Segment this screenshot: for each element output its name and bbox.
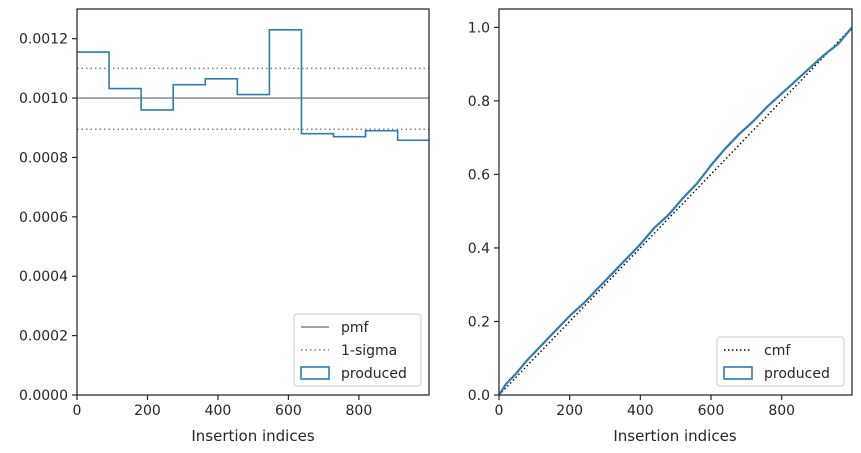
y-tick-label: 0.0: [468, 388, 490, 404]
x-tick-label: 600: [275, 403, 302, 419]
legend: pmf 1-sigma produced: [293, 313, 422, 387]
tick-layer: 0 200 400 600 800 0.0000 0.0002 0.0004 0.0006 0.0…: [19, 32, 372, 419]
cmf-panel: 0 200 400 600 800 0.0 0.2 0.4 0.6 0.8 1.0 Insertio…: [468, 8, 853, 445]
y-tick-label: 0.2: [468, 314, 490, 330]
x-tick-label: 400: [205, 403, 232, 419]
x-tick-label: 800: [346, 403, 373, 419]
produced-cumulative-line: [499, 26, 852, 395]
x-tick-label: 200: [556, 403, 583, 419]
legend-label: produced: [341, 366, 407, 382]
y-tick-label: 0.6: [468, 167, 490, 183]
y-tick-label: 0.0010: [19, 91, 68, 107]
pmf-histogram-panel: 0 200 400 600 800 0.0000 0.0002 0.0004 0.0006 0.0…: [19, 8, 430, 445]
y-tick-label: 0.0004: [19, 269, 68, 285]
produced-step-histogram: [77, 28, 429, 142]
cmf-line: [499, 26, 852, 395]
legend-label: pmf: [341, 320, 370, 336]
legend-label: 1-sigma: [341, 343, 397, 359]
legend-label: cmf: [764, 343, 791, 359]
y-tick-label: 0.0006: [19, 210, 68, 226]
x-axis-label: Insertion indices: [613, 427, 736, 445]
x-tick-label: 400: [627, 403, 654, 419]
y-tick-label: 0.4: [468, 241, 490, 257]
x-tick-label: 200: [134, 403, 161, 419]
x-tick-label: 0: [495, 403, 504, 419]
legend-swatch-produced: [723, 366, 753, 380]
x-tick-label: 600: [698, 403, 725, 419]
legend-frame: [293, 313, 422, 387]
y-tick-label: 0.0002: [19, 329, 68, 345]
axes-frame: [498, 8, 853, 396]
y-tick-label: 1.0: [468, 20, 490, 36]
x-axis-label: Insertion indices: [191, 427, 314, 445]
x-tick-label: 800: [768, 403, 795, 419]
data-layer: [499, 26, 852, 395]
legend-frame: [716, 336, 845, 387]
x-tick-label: 0: [73, 403, 82, 419]
axes-frame: [76, 8, 430, 396]
data-layer: [77, 28, 429, 142]
legend-label: produced: [764, 366, 830, 382]
legend: cmf produced: [716, 336, 845, 387]
legend-swatch-produced: [300, 366, 330, 380]
y-tick-label: 0.0008: [19, 150, 68, 166]
plot-area: [499, 9, 852, 395]
y-tick-label: 0.0000: [19, 388, 68, 404]
y-tick-label: 0.0012: [19, 32, 68, 48]
y-tick-label: 0.8: [468, 94, 490, 110]
tick-layer: 0 200 400 600 800 0.0 0.2 0.4 0.6 0.8 1.0: [468, 20, 795, 419]
